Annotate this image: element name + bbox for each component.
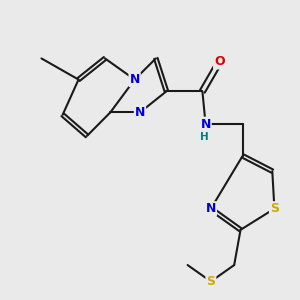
Text: N: N [130, 73, 140, 86]
Text: H: H [200, 132, 208, 142]
Text: S: S [270, 202, 279, 215]
Text: S: S [206, 275, 215, 288]
Text: N: N [200, 118, 211, 131]
Text: N: N [135, 106, 145, 119]
Text: O: O [214, 56, 225, 68]
Text: N: N [206, 202, 216, 215]
